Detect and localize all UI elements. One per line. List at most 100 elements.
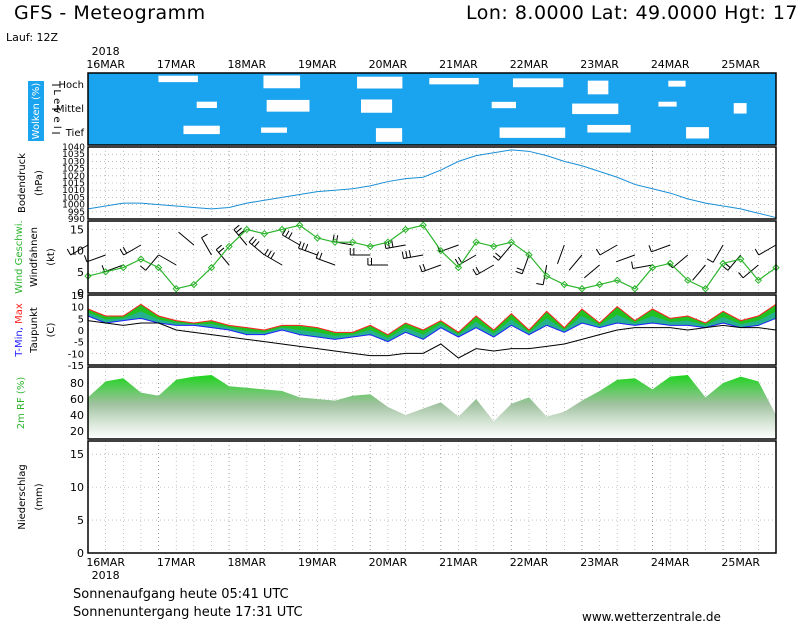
x-tick-label-bottom: 21MAR <box>439 556 478 569</box>
x-tick-label-top: 22MAR <box>510 58 549 71</box>
wind-speed-point <box>737 255 745 263</box>
wind-barb <box>215 249 230 266</box>
wind-barb <box>599 244 618 256</box>
panel-border-wind <box>87 220 777 294</box>
website-link[interactable]: www.wetterzentrale.de <box>582 610 721 624</box>
cloud-clear-patch <box>357 76 403 89</box>
cloud-clear-patch <box>261 127 287 133</box>
pressure-tick-label: 990 <box>68 215 85 225</box>
dewpoint-line <box>87 320 777 359</box>
wind-barb-feather <box>122 246 128 254</box>
wind-tick-label: 10 <box>70 245 84 258</box>
wind-barb-feather <box>83 255 88 263</box>
wind-barb <box>316 257 336 266</box>
wind-barb-feather <box>285 230 290 238</box>
wind-barb-feather <box>391 240 394 248</box>
pressure-tick-label: 1035 <box>62 150 85 160</box>
pressure-tick-label: 1005 <box>62 193 85 203</box>
wind-barb-feather <box>457 256 463 264</box>
wind-speed-point <box>366 242 374 251</box>
cloud-clear-patch <box>196 101 217 108</box>
dewpoint-ylabel: Taupunkt <box>29 307 40 354</box>
temp-tick-label: -15 <box>68 361 84 372</box>
wind-speed-point <box>719 259 727 268</box>
pressure-tick-label: 1010 <box>62 186 85 196</box>
temp-tick-label: 15 <box>71 291 84 302</box>
wind-barb <box>70 244 89 256</box>
wind-speed-point <box>560 280 569 289</box>
wind-barb <box>712 244 724 263</box>
temp-tick-label: -10 <box>68 349 84 360</box>
wind-speed-point <box>225 242 233 251</box>
wind-barb <box>615 254 636 263</box>
wind-barb <box>178 231 195 246</box>
precip-ylabel: Niederschlag <box>17 464 28 529</box>
wind-barb-feather <box>475 266 480 274</box>
wind-barb <box>556 244 565 264</box>
panel-border-cloud <box>87 72 777 146</box>
wind-barb <box>158 254 177 266</box>
wind-barb-feather <box>235 227 242 233</box>
clouds-ylabel: Wolken (%) <box>31 83 42 140</box>
cloud-clear-patch <box>491 101 516 109</box>
wind-barb <box>568 254 583 271</box>
pressure-line <box>87 149 777 219</box>
wind-speed-point <box>507 238 516 246</box>
wind-speed-point <box>490 242 498 251</box>
wind-speed-point <box>525 251 533 259</box>
cloud-level-tief: Tief <box>65 128 85 139</box>
precip-unit: (mm) <box>34 483 45 510</box>
cloud-clear-patch <box>668 80 686 87</box>
wind-barb-feather <box>140 265 147 271</box>
wind-speed-point <box>772 263 780 272</box>
x-tick-label-top: 21MAR <box>439 58 478 71</box>
pressure-tick-label: 1040 <box>62 143 85 153</box>
pressure-tick-label: 1030 <box>62 157 85 167</box>
x-tick-label-bottom: 20MAR <box>369 556 408 569</box>
panel-border-press <box>87 146 777 220</box>
cloud-clear-patch <box>429 77 479 85</box>
wind-speed-point <box>472 238 480 246</box>
cloud-clear-patch <box>183 125 220 135</box>
wind-speed-point <box>595 280 604 289</box>
wind-speed-point <box>542 272 551 280</box>
wind-speed-point <box>348 238 357 246</box>
cloud-clear-patch <box>263 75 301 89</box>
panel-wind <box>88 221 776 293</box>
wind-barb-feather <box>595 248 601 256</box>
wind-speed-point <box>172 285 180 293</box>
wind-speed-point <box>190 280 198 289</box>
cloud-clear-patch <box>499 127 566 138</box>
wind-barb-feather <box>119 248 125 256</box>
tmax-label: Max <box>14 303 25 327</box>
temp-tick-label: 0 <box>78 326 84 337</box>
cloud-clear-patch <box>658 101 677 107</box>
wind-speed-point <box>613 276 621 285</box>
pressure-tick-label: 1015 <box>62 179 85 189</box>
wind-barb-feather <box>706 258 714 263</box>
cloud-clear-patch <box>360 99 393 113</box>
tmin-label: T-Min, <box>14 327 25 358</box>
precip-tick-label: 5 <box>77 514 84 527</box>
wind-speed-point <box>260 229 269 238</box>
wind-barb-feather <box>238 230 245 236</box>
wind-barb <box>282 234 300 246</box>
wind-unit: (kt) <box>46 248 57 266</box>
wind-barb <box>632 264 653 269</box>
cloud-clear-patch <box>266 99 310 112</box>
wind-speed-point <box>84 272 92 280</box>
wind-barb <box>692 264 706 281</box>
wind-barb-ylabel: Windfahnen <box>29 227 40 287</box>
x-tick-label-bottom: 16MAR <box>86 556 125 569</box>
wind-barb-feather <box>301 242 305 250</box>
wind-speed-line <box>87 224 777 290</box>
x-tick-label-top: 18MAR <box>227 58 266 71</box>
cloud-clear-patch <box>512 78 564 88</box>
x-tick-label-top: 17MAR <box>157 58 196 71</box>
temp-tick-label: 10 <box>71 303 84 314</box>
wind-speed-point <box>137 255 145 263</box>
cloud-clear-patch <box>158 75 198 83</box>
wind-barb <box>583 264 600 279</box>
wind-speed-point <box>666 259 674 268</box>
wind-barb-feather <box>218 247 225 253</box>
